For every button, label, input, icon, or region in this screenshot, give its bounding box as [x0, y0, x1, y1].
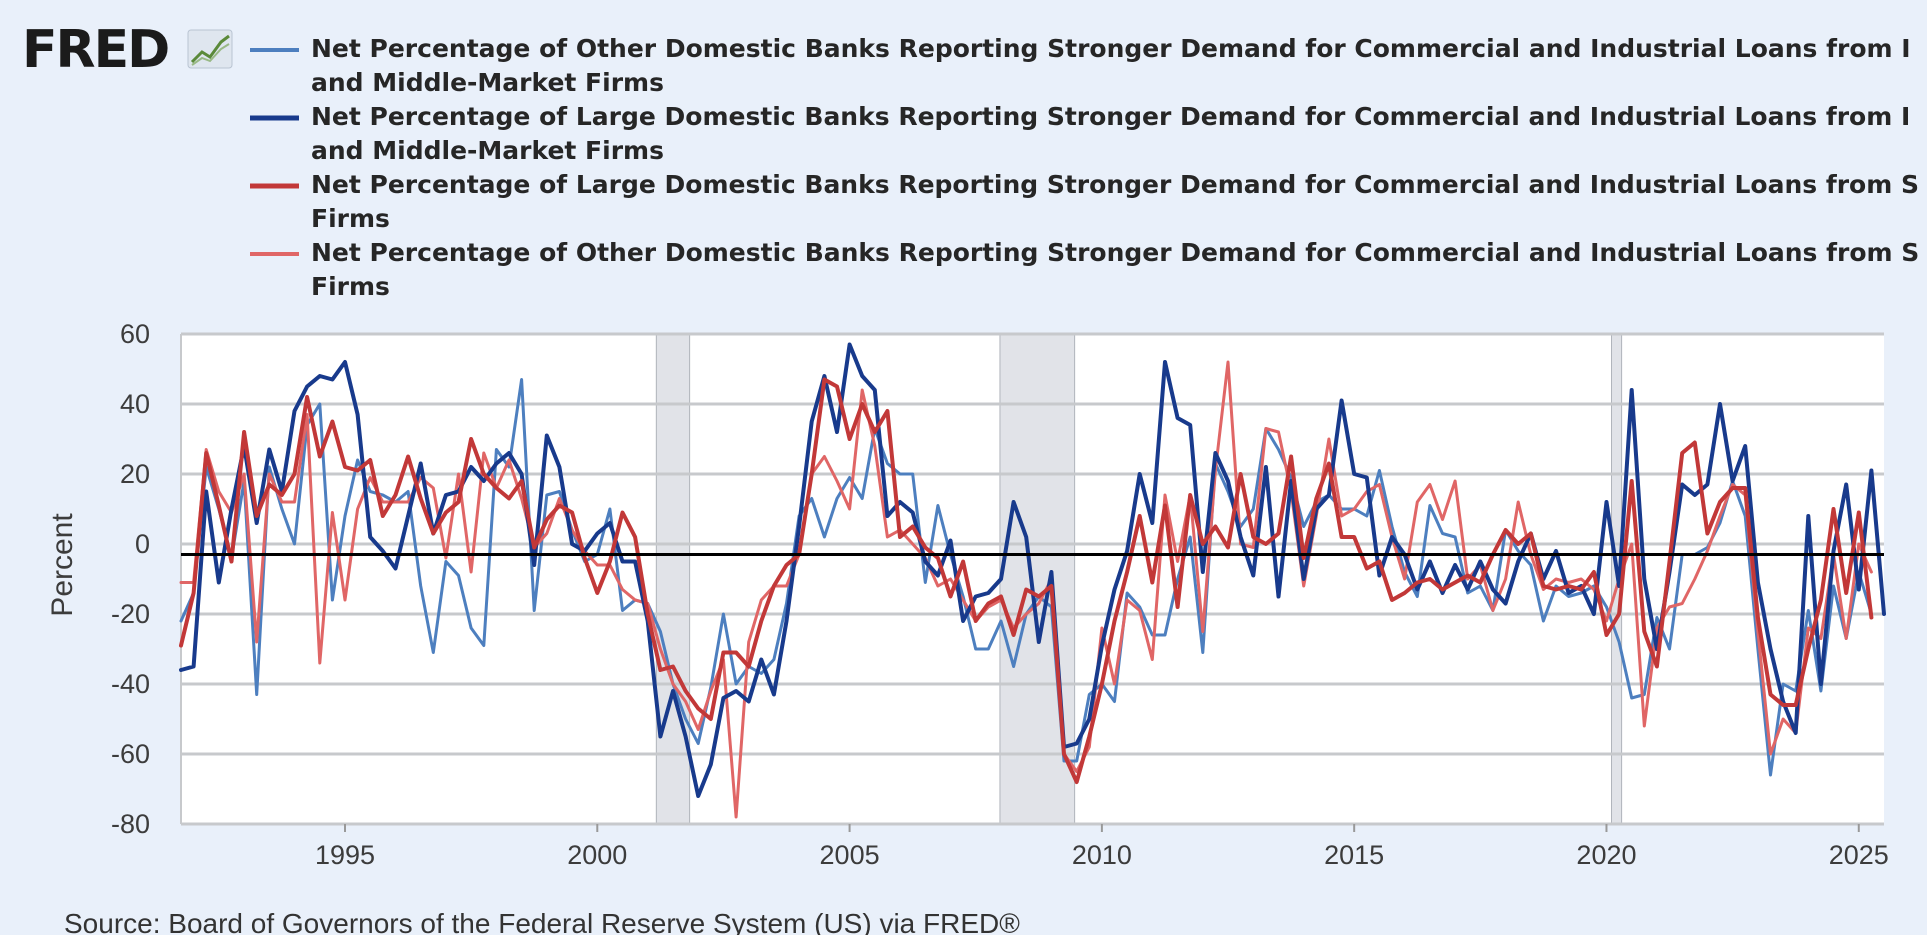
y-tick-label: -80 — [111, 809, 150, 839]
series-line-3 — [179, 360, 1873, 819]
x-tick-label: 1995 — [315, 840, 375, 870]
y-axis-ticks: 60 40 20 0 -20 -40 -60 -80 — [111, 319, 150, 839]
y-tick-label: 0 — [135, 529, 150, 559]
y-tick-label: 20 — [120, 459, 150, 489]
x-tick-label: 2000 — [567, 840, 627, 870]
x-tick-label: 2020 — [1576, 840, 1636, 870]
legend-label: Net Percentage of Other Domestic Banks R… — [311, 34, 1911, 63]
legend-label: and Middle-Market Firms — [311, 68, 664, 97]
legend-label: and Middle-Market Firms — [311, 136, 664, 165]
y-axis-title: Percent — [46, 513, 79, 617]
gridlines — [180, 332, 1884, 826]
y-tick-label: -20 — [111, 599, 150, 629]
y-tick-label: 40 — [120, 389, 150, 419]
y-tick-label: -40 — [111, 669, 150, 699]
legend-label: Net Percentage of Large Domestic Banks R… — [311, 102, 1910, 131]
legend-label: Firms — [311, 272, 390, 301]
recession-band-0 — [655, 333, 691, 825]
series-lines — [179, 342, 1886, 819]
x-tick-label: 2005 — [820, 840, 880, 870]
legend-label: Net Percentage of Large Domestic Banks R… — [311, 170, 1919, 199]
y-tick-label: 60 — [120, 319, 150, 349]
fred-logo[interactable]: FRED — [22, 20, 233, 80]
y-tick-label: -60 — [111, 739, 150, 769]
source-note: Source: Board of Governors of the Federa… — [64, 908, 1020, 935]
legend: Net Percentage of Other Domestic Banks R… — [250, 34, 1919, 301]
legend-label: Net Percentage of Other Domestic Banks R… — [311, 238, 1919, 267]
chart-line-icon — [187, 29, 233, 69]
x-axis-ticks: 1995 2000 2005 2010 2015 2020 2025 — [315, 824, 1889, 870]
x-tick-label: 2015 — [1324, 840, 1384, 870]
x-tick-label: 2025 — [1829, 840, 1889, 870]
legend-label: Firms — [311, 204, 390, 233]
series-line-2 — [179, 377, 1874, 784]
x-tick-label: 2010 — [1072, 840, 1132, 870]
fred-logo-text: FRED — [22, 20, 168, 80]
